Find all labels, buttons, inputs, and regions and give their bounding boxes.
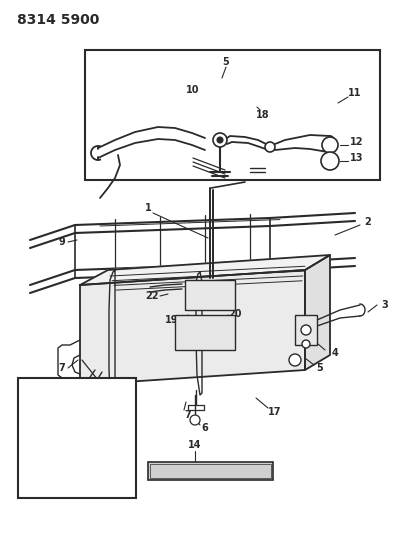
Bar [148, 462, 273, 480]
Text: 18: 18 [256, 110, 270, 120]
Text: 17: 17 [268, 407, 282, 417]
Bar [150, 464, 271, 478]
Circle shape [322, 137, 338, 153]
Bar [85, 50, 380, 180]
Text: 22: 22 [145, 291, 159, 301]
Text: 12: 12 [350, 137, 364, 147]
Text: 14: 14 [188, 440, 202, 450]
Text: 2: 2 [365, 217, 371, 227]
Text: 16: 16 [23, 483, 37, 493]
Text: 20: 20 [228, 309, 242, 319]
Text: 7: 7 [185, 410, 192, 420]
Circle shape [302, 340, 310, 348]
Circle shape [213, 133, 227, 147]
Text: 10: 10 [186, 85, 200, 95]
Text: 5: 5 [223, 57, 229, 67]
Circle shape [50, 451, 58, 459]
Bar [175, 315, 235, 350]
Text: 13: 13 [350, 153, 364, 163]
Text: 6: 6 [201, 423, 208, 433]
Polygon shape [80, 255, 330, 285]
Bar [185, 280, 235, 310]
Text: 21: 21 [205, 335, 219, 345]
Text: 4: 4 [332, 348, 338, 358]
Text: 15: 15 [23, 445, 37, 455]
Circle shape [190, 415, 200, 425]
Circle shape [301, 325, 311, 335]
Circle shape [321, 152, 339, 170]
Text: 8314 5900: 8314 5900 [17, 13, 99, 27]
Polygon shape [305, 255, 330, 370]
Text: UNLEADED GASOLINE ONLY: UNLEADED GASOLINE ONLY [157, 468, 264, 474]
Bar [18, 378, 136, 498]
Text: 3: 3 [381, 300, 388, 310]
Circle shape [217, 137, 223, 143]
Circle shape [265, 142, 275, 152]
Text: 5: 5 [317, 363, 323, 373]
Bar [295, 315, 317, 345]
Text: 8: 8 [115, 385, 121, 395]
Text: 1: 1 [144, 203, 151, 213]
Circle shape [50, 469, 58, 477]
Text: 9: 9 [59, 237, 65, 247]
Text: 19: 19 [165, 315, 179, 325]
Circle shape [289, 354, 301, 366]
Text: 7: 7 [59, 363, 65, 373]
Text: 11: 11 [348, 88, 362, 98]
Polygon shape [80, 270, 305, 385]
